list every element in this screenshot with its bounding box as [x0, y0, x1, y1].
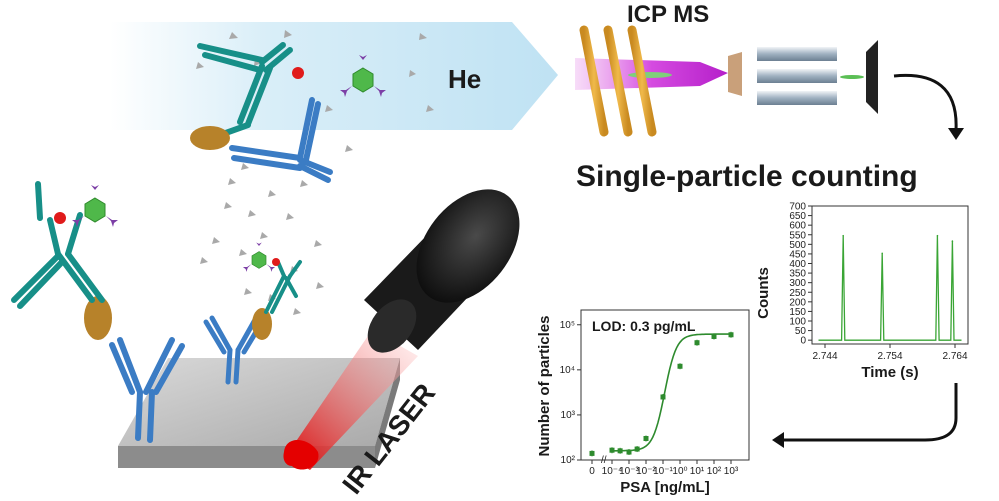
flow-arrow-back: [784, 383, 958, 442]
time-trace-xtick-label: 2.744: [812, 351, 837, 362]
time-trace-ytick-label: 700: [789, 202, 806, 213]
calibration-ytick-label: 10²: [561, 455, 576, 466]
floating-antibody-teal: [197, 42, 293, 138]
calibration-ytick-label: 10⁵: [560, 320, 575, 331]
calibration-xtick-label: 10⁻⁴: [602, 466, 623, 477]
detection-mode-title: Single-particle counting: [576, 160, 918, 193]
floating-antibody-blue: [229, 97, 333, 183]
nanoparticle-mid: [242, 242, 276, 273]
calibration-fit-curve: [612, 333, 731, 452]
calibration-point: [626, 449, 632, 455]
time-trace-ytick-label: 300: [789, 278, 806, 289]
laser-spot: [283, 439, 319, 470]
time-trace-ytick-label: 650: [789, 211, 806, 222]
calibration-point: [694, 340, 700, 346]
time-trace-chart: Counts 050100150200250300350400450500550…: [755, 202, 969, 381]
time-trace-ytick-label: 350: [789, 269, 806, 280]
time-trace-ytick-label: 150: [789, 307, 806, 318]
calibration-xtick-label: 10⁻³: [619, 466, 639, 477]
calibration-point: [711, 333, 717, 339]
he-label: He: [448, 64, 481, 94]
time-trace-ylabel: Counts: [755, 267, 772, 319]
red-label-dot-left: [54, 212, 66, 224]
time-trace-ytick-label: 100: [789, 317, 806, 328]
quadrupole-rods: [757, 47, 837, 105]
nanoparticle-left: [71, 184, 119, 228]
calibration-frame: [580, 309, 750, 461]
icp-ms-label: ICP MS: [627, 1, 709, 28]
calibration-xtick-label: 10³: [724, 466, 739, 477]
time-trace-ytick-label: 500: [789, 240, 806, 251]
detector: [866, 40, 878, 114]
laser-beam: [286, 330, 418, 470]
calibration-point: [677, 363, 683, 369]
time-trace-ytick-label: 450: [789, 249, 806, 260]
rf-coil: [579, 25, 657, 137]
he-carrier-arrow: [110, 22, 558, 130]
calibration-xtick-label: 10²: [707, 466, 722, 477]
time-trace-frame: [811, 205, 969, 345]
calibration-ytick-label: 10⁴: [560, 365, 575, 376]
bound-antigen-left: [84, 296, 112, 340]
lod-annotation: LOD: 0.3 pg/mL: [592, 318, 696, 334]
sampler-cone: [728, 52, 742, 96]
capture-antibody-left: [109, 337, 185, 443]
time-trace-xtick-label: 2.754: [877, 351, 902, 362]
calibration-xlabel: PSA [ng/mL]: [620, 479, 709, 496]
time-trace-ytick-label: 600: [789, 221, 806, 232]
calibration-chart: Number of particles LOD: 0.3 pg/mL 10²10…: [536, 309, 750, 496]
calibration-xtick-label: 10⁻²: [636, 466, 656, 477]
red-label-dot-mid: [272, 258, 280, 266]
time-trace-ytick-label: 550: [789, 230, 806, 241]
flow-arrow-down: [893, 73, 958, 131]
time-trace-series: [818, 235, 962, 341]
calibration-ytick-label: 10³: [561, 410, 576, 421]
calibration-xtick-label: 10¹: [690, 466, 705, 477]
calibration-xtick-label: 0: [589, 466, 595, 477]
calibration-point: [634, 446, 640, 452]
bound-antigen-mid: [252, 308, 272, 340]
calibration-xtick-label: 10⁰: [672, 466, 687, 477]
calibration-point: [660, 394, 666, 400]
calibration-point: [609, 447, 615, 453]
calibration-point: [589, 450, 595, 456]
time-trace-ytick-label: 250: [789, 288, 806, 299]
calibration-ylabel: Number of particles: [536, 316, 553, 457]
time-trace-ytick-label: 50: [795, 326, 807, 337]
time-trace-xtick-label: 2.764: [942, 351, 967, 362]
antigen-blob: [190, 126, 230, 150]
detection-antibody-mid: [264, 260, 302, 314]
calibration-point: [643, 435, 649, 441]
calibration-point: [728, 332, 734, 338]
time-trace-ytick-label: 0: [800, 336, 806, 347]
calibration-point: [617, 448, 623, 454]
axis-break-mark: //: [601, 455, 607, 466]
time-trace-ytick-label: 200: [789, 297, 806, 308]
laser-objective: [364, 189, 520, 353]
calibration-xtick-label: 10⁻¹: [653, 466, 673, 477]
time-trace-xlabel: Time (s): [861, 364, 918, 381]
time-trace-ytick-label: 400: [789, 259, 806, 270]
red-label-dot: [292, 67, 304, 79]
